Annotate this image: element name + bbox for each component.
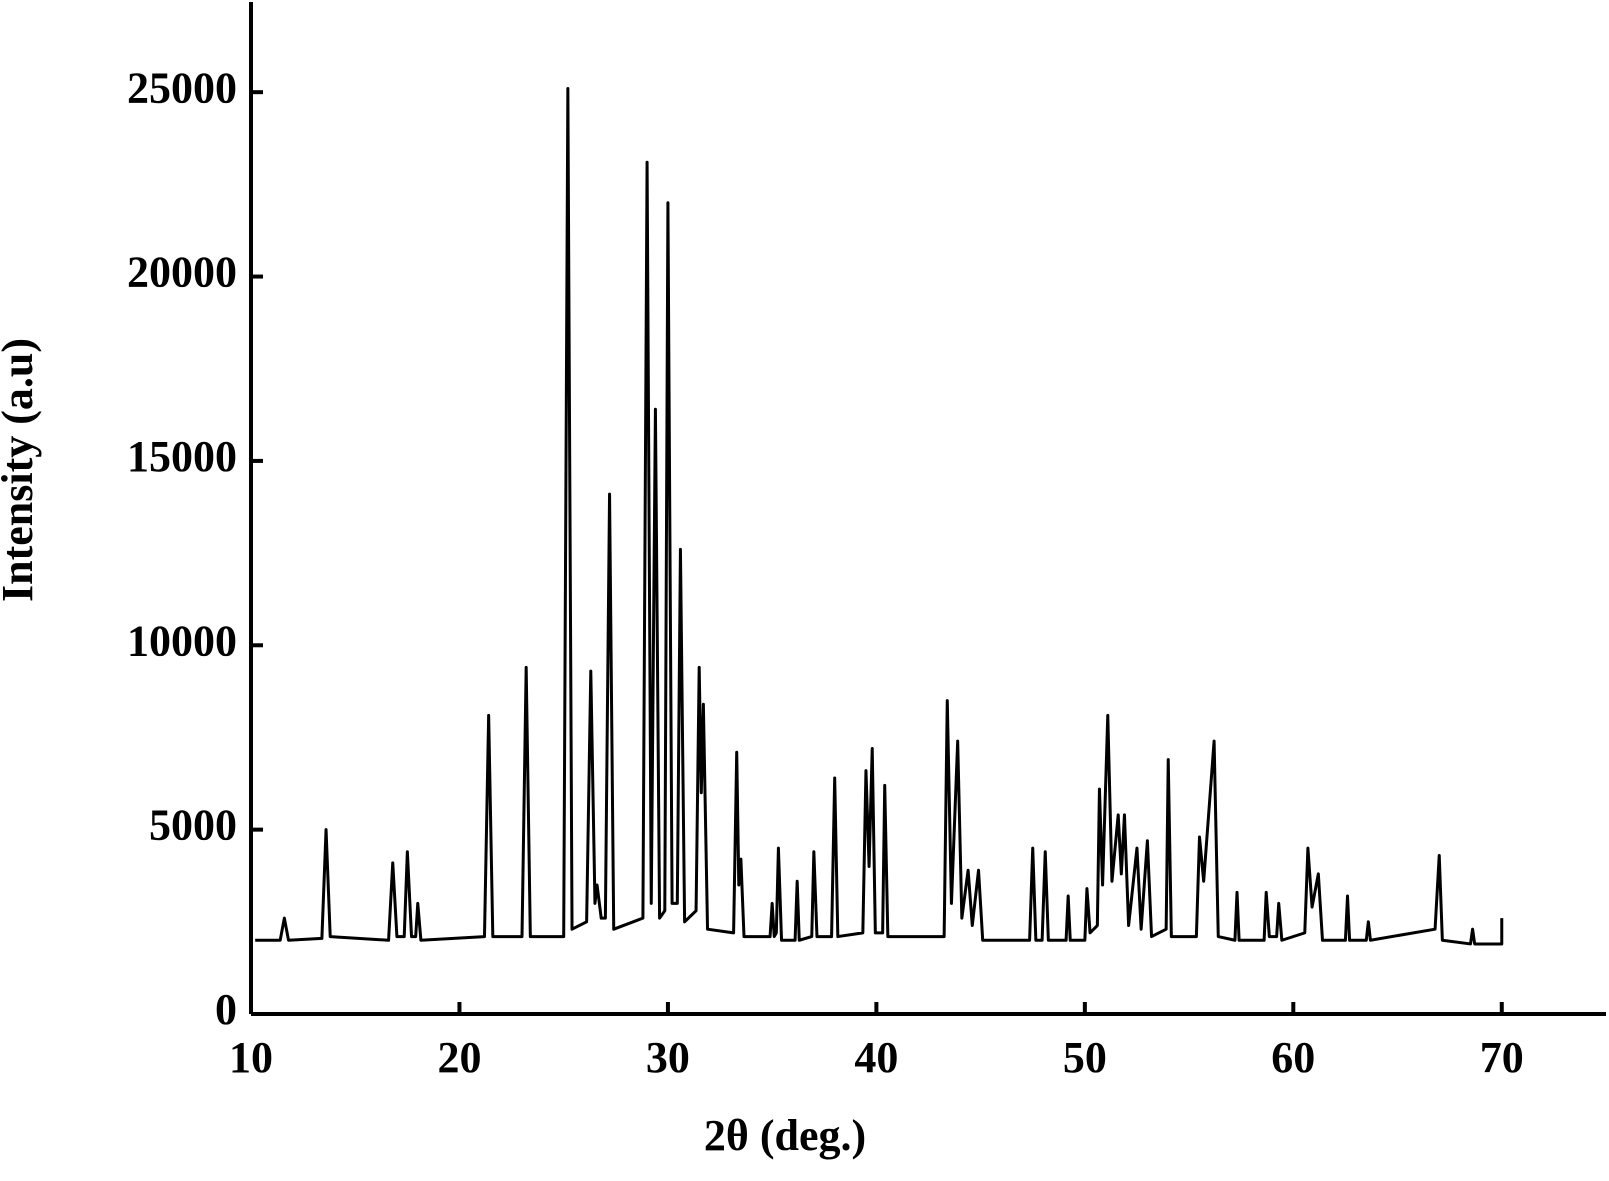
x-tick-label: 60: [1271, 1033, 1315, 1082]
x-axis-title: 2θ (deg.): [704, 1111, 866, 1160]
y-axis-title: Intensity (a.u): [0, 338, 42, 602]
x-tick-label: 50: [1063, 1033, 1107, 1082]
y-tick-label: 0: [215, 985, 237, 1034]
x-tick-label: 20: [437, 1033, 481, 1082]
y-tick-label: 5000: [149, 801, 237, 850]
data-line: [255, 86, 1504, 946]
x-tick-label: 10: [229, 1033, 273, 1082]
y-tick-label: 20000: [127, 248, 237, 297]
y-tick-label: 25000: [127, 63, 237, 112]
y-tick-label: 10000: [127, 616, 237, 665]
y-tick-label: 15000: [127, 432, 237, 481]
x-tick-label: 70: [1480, 1033, 1524, 1082]
x-tick-label: 40: [854, 1033, 898, 1082]
x-tick-label: 30: [646, 1033, 690, 1082]
